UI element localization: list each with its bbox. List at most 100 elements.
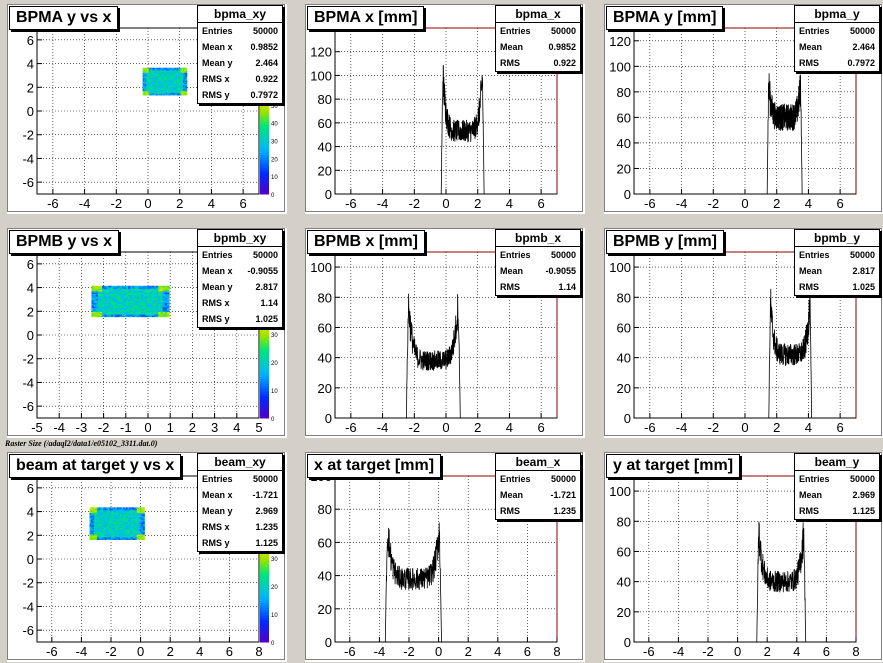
heatmap-cell: [94, 511, 97, 514]
heatmap-cell: [174, 81, 177, 83]
heatmap-cell: [153, 73, 156, 76]
heatmap-cell: [184, 79, 186, 81]
heatmap-cell: [164, 68, 167, 71]
heatmap-cell: [148, 79, 151, 81]
heatmap-cell: [185, 73, 188, 76]
heatmap-cell: [151, 301, 155, 303]
heatmap-cell: [145, 82, 147, 85]
heatmap-cell: [127, 538, 130, 540]
color-scale-step: [260, 588, 269, 592]
color-scale-step: [260, 563, 269, 567]
x-tick-label: -6: [644, 196, 656, 211]
heatmap-cell: [160, 76, 163, 79]
heatmap-cell: [117, 308, 120, 311]
heatmap-cell: [158, 73, 161, 76]
heatmap-cell: [135, 514, 138, 516]
heatmap-cell: [91, 523, 94, 526]
heatmap-cell: [156, 76, 158, 79]
heatmap-cell: [91, 507, 94, 510]
heatmap-cell: [100, 507, 103, 510]
heatmap-cell: [133, 535, 136, 538]
heatmap-cell: [185, 77, 188, 80]
heatmap-cell: [127, 526, 130, 528]
heatmap-cell: [175, 80, 178, 82]
heatmap-cells: [142, 67, 188, 96]
heatmap-cell: [115, 314, 118, 316]
heatmap-cell: [110, 287, 114, 289]
heatmap-cell: [130, 531, 133, 534]
heatmap-cell: [128, 303, 131, 306]
heatmap-cell: [143, 81, 146, 83]
heatmap-cell: [142, 71, 145, 73]
heatmap-cell: [132, 310, 136, 312]
color-scale-label: 0: [271, 193, 275, 199]
heatmap-cell: [147, 76, 150, 79]
color-scale-step: [260, 578, 269, 582]
color-scale-step: [260, 593, 269, 596]
heatmap-cell: [134, 301, 138, 303]
heatmap-cell: [148, 82, 151, 85]
heatmap-cell: [160, 307, 164, 310]
heatmap-cell: [164, 92, 167, 95]
heatmap-cell: [130, 288, 133, 291]
heatmap-cell: [113, 514, 116, 516]
heatmap-cell: [124, 520, 127, 523]
heatmap-cell: [92, 536, 95, 539]
heatmap-cell: [147, 285, 151, 288]
heatmap-cell: [154, 81, 157, 83]
heatmap-cell: [145, 314, 148, 316]
heatmap-cell: [138, 531, 141, 534]
heatmap-cell: [103, 522, 106, 524]
heatmap-cell: [176, 89, 179, 91]
x-tick-label: -2: [403, 644, 415, 659]
y-tick-label: 0: [624, 635, 631, 650]
color-scale-step: [260, 637, 269, 641]
heatmap-cell: [183, 93, 185, 96]
heatmap-cell: [152, 75, 155, 78]
heatmap-cell: [158, 85, 161, 88]
heatmap-cell: [178, 89, 180, 91]
chart-title: BPMB y [mm]: [606, 230, 725, 254]
heatmap-cell: [132, 306, 136, 309]
color-scale-step: [260, 629, 269, 633]
heatmap-cell: [124, 526, 127, 528]
heatmap-cell: [132, 303, 136, 306]
heatmap-cell: [153, 310, 157, 312]
x-tick-label: 4: [196, 644, 203, 659]
heatmap-cell: [138, 288, 142, 291]
heatmap-cell: [169, 74, 172, 77]
heatmap-cell: [108, 296, 112, 298]
heatmap-cell: [130, 301, 133, 303]
heatmap-cell: [108, 301, 112, 303]
heatmap-cell: [103, 526, 106, 528]
heatmap-cell: [123, 535, 126, 538]
heatmap-cell: [149, 70, 152, 72]
heatmap-cell: [110, 520, 113, 523]
heatmap-cell: [154, 89, 157, 91]
heatmap-cell: [168, 70, 171, 72]
heatmap-cell: [113, 508, 116, 511]
heatmap-cell: [130, 534, 133, 536]
heatmap-cell: [138, 285, 142, 288]
color-scale-step: [260, 113, 269, 117]
heatmap-cell: [151, 87, 153, 89]
heatmap-cell: [162, 310, 166, 312]
heatmap-cell: [175, 77, 178, 80]
heatmap-cell: [172, 71, 174, 73]
heatmap-cell: [106, 516, 109, 519]
heatmap-cell: [156, 307, 159, 310]
heatmap-cell: [142, 516, 145, 519]
heatmap-cell: [139, 522, 142, 524]
heatmap-cell: [117, 305, 120, 307]
heatmap-cell: [153, 70, 156, 72]
heatmap-cell: [141, 526, 144, 528]
heatmap-cell: [149, 74, 152, 77]
heatmap-cell: [101, 508, 104, 511]
heatmap-cell: [162, 92, 164, 95]
heatmap-cell: [156, 73, 158, 76]
heatmap-cell: [123, 507, 126, 510]
heatmap-cell: [117, 303, 120, 306]
heatmap-cell: [113, 510, 116, 512]
heatmap-cell: [110, 523, 113, 526]
color-scale-step: [260, 415, 269, 419]
